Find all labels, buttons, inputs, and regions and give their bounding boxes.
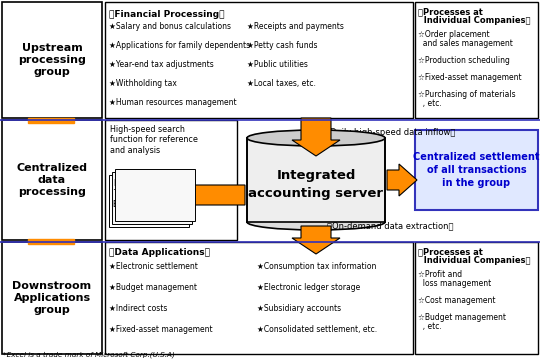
Text: , etc.: , etc. [418, 99, 442, 108]
Text: High-speed search
function for reference
and analysis: High-speed search function for reference… [110, 125, 198, 155]
FancyArrow shape [171, 179, 245, 211]
Bar [109, 175, 189, 227]
Text: ☆Cost management: ☆Cost management [418, 296, 496, 305]
Bar [2, 2, 102, 118]
Bar [112, 172, 192, 224]
Text: loss management: loss management [418, 279, 491, 288]
Text: ★Petty cash funds: ★Petty cash funds [247, 41, 318, 50]
Text: ★Human resources management: ★Human resources management [109, 98, 237, 107]
Bar [247, 138, 385, 222]
Bar [415, 130, 538, 210]
Bar [28, 118, 74, 123]
Text: Integrated
accounting server: Integrated accounting server [248, 168, 383, 199]
FancyArrow shape [292, 226, 340, 254]
FancyArrow shape [292, 118, 340, 156]
Bar [28, 239, 74, 244]
Bar [2, 120, 102, 240]
Text: and sales management: and sales management [418, 39, 513, 48]
Bar [105, 242, 413, 354]
Text: 【On-demand data extraction】: 【On-demand data extraction】 [327, 221, 453, 230]
Bar [105, 120, 237, 240]
Text: ★Electronic settlement: ★Electronic settlement [109, 262, 198, 271]
Text: 【Daily high-speed data inflow】: 【Daily high-speed data inflow】 [325, 128, 455, 137]
Ellipse shape [247, 214, 385, 230]
Bar [415, 242, 538, 354]
Text: ★Budget management: ★Budget management [109, 283, 197, 292]
Text: ☆Order placement: ☆Order placement [418, 30, 490, 39]
Text: *Excel is a trade mark of Microsoft Corp.(U.S.A): *Excel is a trade mark of Microsoft Corp… [3, 352, 175, 358]
Bar [105, 2, 413, 118]
Text: ☆Budget management: ☆Budget management [418, 313, 506, 322]
Bar [415, 2, 538, 118]
Text: Centralized
data
processing: Centralized data processing [17, 163, 87, 197]
Text: ★Year-end tax adjustments: ★Year-end tax adjustments [109, 60, 214, 69]
Bar [115, 169, 195, 221]
Text: 【Data Applications】: 【Data Applications】 [109, 248, 210, 257]
Text: ★Indirect costs: ★Indirect costs [109, 304, 167, 313]
Text: 【Processes at: 【Processes at [418, 7, 483, 16]
Text: ☆Production scheduling: ☆Production scheduling [418, 56, 510, 65]
Text: Downstroom
Applications
group: Downstroom Applications group [12, 281, 92, 315]
Text: ★Local taxes, etc.: ★Local taxes, etc. [247, 79, 316, 88]
Text: Centralized settlement
of all transactions
in the group: Centralized settlement of all transactio… [413, 152, 540, 188]
Text: Upstream
processing
group: Upstream processing group [18, 43, 86, 77]
Ellipse shape [247, 130, 385, 146]
Text: 【Processes at: 【Processes at [418, 247, 483, 256]
Text: ★Applications for family dependents: ★Applications for family dependents [109, 41, 250, 50]
Text: ★Fixed-asset management: ★Fixed-asset management [109, 325, 213, 334]
Text: ★Salary and bonus calculations: ★Salary and bonus calculations [109, 22, 231, 31]
Text: Individual Companies】: Individual Companies】 [418, 16, 530, 25]
Text: ★Public utilities: ★Public utilities [247, 60, 308, 69]
Text: ★Consolidated settlement, etc.: ★Consolidated settlement, etc. [257, 325, 377, 334]
Text: ★Receipts and payments: ★Receipts and payments [247, 22, 344, 31]
Text: ☆Fixed-asset management: ☆Fixed-asset management [418, 73, 522, 82]
FancyArrow shape [387, 164, 417, 196]
Text: ★Electronic ledger storage: ★Electronic ledger storage [257, 283, 360, 292]
Text: ★Consumption tax information: ★Consumption tax information [257, 262, 376, 271]
Text: BS/PL
Trial balance sheets
Excel files *: BS/PL Trial balance sheets Excel files * [113, 179, 193, 209]
Bar [2, 242, 102, 354]
Text: ★Withholding tax: ★Withholding tax [109, 79, 177, 88]
Text: ★Subsidiary accounts: ★Subsidiary accounts [257, 304, 341, 313]
Text: , etc.: , etc. [418, 322, 442, 331]
Text: 【Financial Processing】: 【Financial Processing】 [109, 10, 225, 19]
Text: ☆Purchasing of materials: ☆Purchasing of materials [418, 90, 516, 99]
Text: Individual Companies】: Individual Companies】 [418, 256, 530, 265]
Text: ☆Profit and: ☆Profit and [418, 270, 462, 279]
